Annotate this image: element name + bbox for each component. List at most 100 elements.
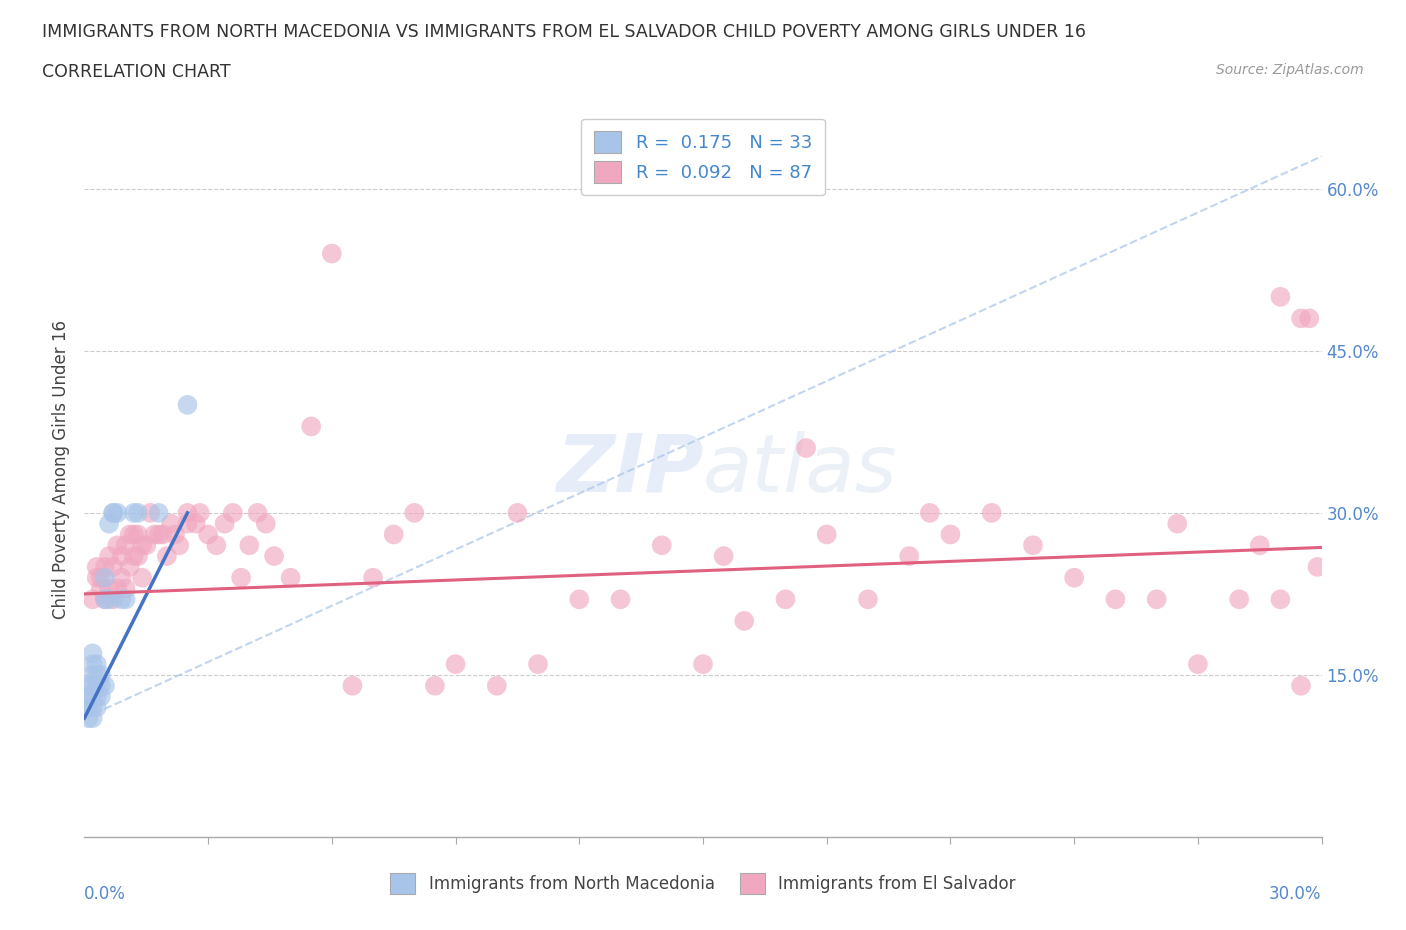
Point (131, 538, 153, 552)
Point (321, 246, 343, 261)
Point (105, 505, 128, 520)
Point (77, 678, 100, 693)
Point (127, 505, 149, 520)
Point (86, 700, 108, 715)
Point (94, 678, 117, 693)
Point (568, 591, 591, 606)
Point (1187, 657, 1209, 671)
Point (103, 505, 125, 520)
Point (127, 549, 149, 564)
Point (184, 516, 207, 531)
Point (90, 570, 112, 585)
Point (148, 527, 170, 542)
Point (197, 527, 219, 542)
Point (105, 538, 128, 552)
Point (238, 538, 260, 552)
Point (118, 527, 141, 542)
Point (105, 581, 128, 596)
Text: 30.0%: 30.0% (1270, 884, 1322, 903)
Point (246, 505, 269, 520)
Point (90, 689, 112, 704)
Point (692, 657, 714, 671)
Point (86, 668, 108, 683)
Point (1146, 591, 1168, 606)
Point (775, 591, 797, 606)
Point (110, 549, 132, 564)
Text: ZIP: ZIP (555, 431, 703, 509)
Point (118, 560, 141, 575)
Point (82, 700, 104, 715)
Point (90, 581, 112, 596)
Point (980, 505, 1002, 520)
Point (82, 678, 104, 693)
Point (82, 668, 104, 683)
Point (188, 505, 211, 520)
Point (1166, 516, 1188, 531)
Point (122, 527, 145, 542)
Point (918, 505, 941, 520)
Point (485, 678, 508, 693)
Point (98, 581, 121, 596)
Point (222, 505, 245, 520)
Point (98, 549, 121, 564)
Text: atlas: atlas (703, 431, 898, 509)
Point (110, 570, 132, 585)
Point (176, 397, 198, 412)
Point (856, 591, 879, 606)
Point (713, 549, 735, 564)
Point (815, 527, 838, 542)
Point (794, 441, 817, 456)
Point (898, 549, 921, 564)
Point (148, 505, 170, 520)
Point (176, 505, 198, 520)
Point (82, 591, 104, 606)
Point (77, 689, 100, 704)
Point (86, 678, 108, 693)
Point (143, 527, 166, 542)
Point (131, 570, 153, 585)
Point (1270, 289, 1292, 304)
Text: 0.0%: 0.0% (84, 884, 127, 903)
Point (98, 591, 121, 606)
Point (114, 591, 136, 606)
Point (86, 570, 108, 585)
Point (82, 711, 104, 725)
Point (1022, 538, 1045, 552)
Point (160, 516, 183, 531)
Point (342, 678, 364, 693)
Point (90, 678, 112, 693)
Point (361, 570, 384, 585)
Point (423, 678, 446, 693)
Point (103, 591, 125, 606)
Point (165, 527, 187, 542)
Point (1249, 538, 1271, 552)
Point (263, 549, 285, 564)
Point (1298, 311, 1320, 325)
Text: IMMIGRANTS FROM NORTH MACEDONIA VS IMMIGRANTS FROM EL SALVADOR CHILD POVERTY AMO: IMMIGRANTS FROM NORTH MACEDONIA VS IMMIG… (42, 23, 1087, 41)
Point (651, 538, 673, 552)
Point (1104, 591, 1126, 606)
Point (86, 689, 108, 704)
Point (110, 591, 132, 606)
Point (229, 570, 252, 585)
Point (156, 549, 179, 564)
Point (609, 591, 631, 606)
Point (135, 538, 157, 552)
Point (94, 591, 117, 606)
Point (404, 505, 426, 520)
Point (122, 549, 145, 564)
Point (77, 711, 100, 725)
Point (152, 527, 174, 542)
Point (94, 570, 117, 585)
Point (77, 700, 100, 715)
Point (114, 538, 136, 552)
Point (94, 560, 117, 575)
Point (205, 538, 228, 552)
Point (254, 516, 277, 531)
Point (86, 657, 108, 671)
Point (1270, 591, 1292, 606)
Point (1306, 560, 1329, 575)
Point (214, 516, 236, 531)
Point (82, 689, 104, 704)
Point (98, 516, 121, 531)
